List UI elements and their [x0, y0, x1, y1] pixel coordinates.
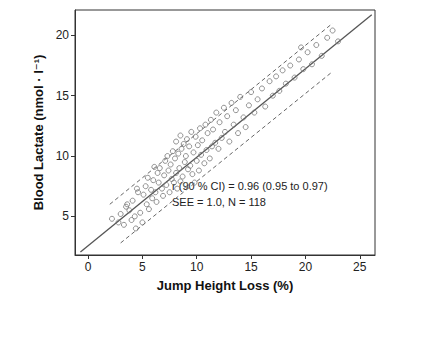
svg-text:r (90 % CI) = 0.96 (0.95 to 0.: r (90 % CI) = 0.96 (0.95 to 0.97) — [172, 180, 328, 192]
svg-text:5: 5 — [62, 209, 69, 223]
svg-text:15: 15 — [244, 260, 258, 274]
svg-text:20: 20 — [56, 28, 70, 42]
svg-text:15: 15 — [56, 89, 70, 103]
svg-text:Blood Lactate (nmol · l⁻¹): Blood Lactate (nmol · l⁻¹) — [31, 55, 46, 211]
svg-text:10: 10 — [56, 149, 70, 163]
svg-text:SEE = 1.0, N = 118: SEE = 1.0, N = 118 — [172, 196, 266, 208]
svg-text:10: 10 — [190, 260, 204, 274]
svg-text:Jump Height Loss (%): Jump Height Loss (%) — [157, 278, 294, 293]
svg-text:0: 0 — [85, 260, 92, 274]
svg-text:20: 20 — [299, 260, 313, 274]
svg-text:25: 25 — [353, 260, 367, 274]
svg-text:5: 5 — [139, 260, 146, 274]
